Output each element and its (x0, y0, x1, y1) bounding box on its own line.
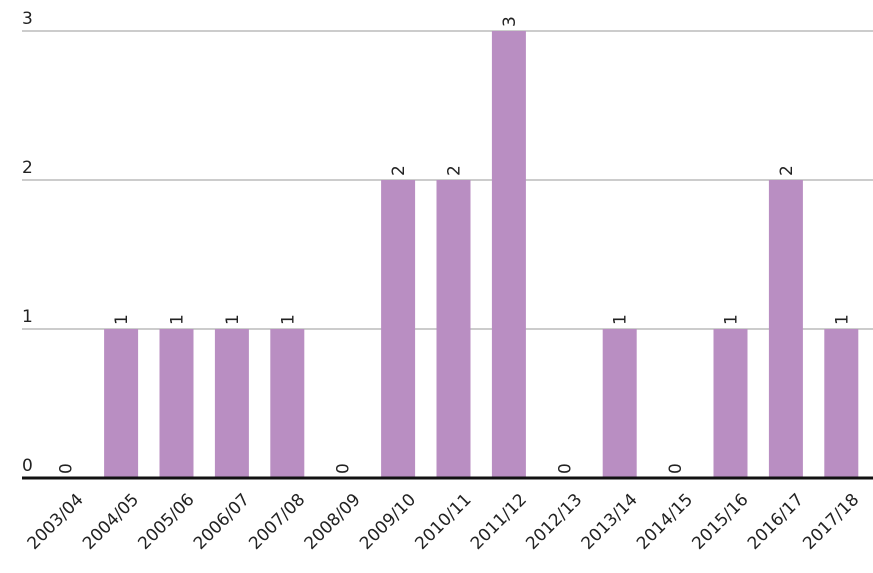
x-tick-label: 2013/14 (578, 490, 642, 554)
bar (768, 180, 803, 478)
x-tick-label: 2009/10 (356, 490, 420, 554)
x-tick-label: 2010/11 (411, 490, 475, 554)
bar (270, 329, 305, 478)
y-tick-label: 2 (22, 158, 33, 178)
x-tick-label: 2017/18 (799, 490, 863, 554)
data-label: 2 (777, 165, 797, 176)
data-label: 0 (57, 463, 77, 474)
x-tick-label: 2014/15 (633, 490, 697, 554)
x-tick-label: 2006/07 (190, 490, 254, 554)
x-tick-label: 2015/16 (688, 490, 752, 554)
data-label: 0 (555, 463, 575, 474)
data-label: 1 (611, 314, 631, 325)
bar (491, 31, 526, 478)
data-label: 1 (112, 314, 132, 325)
x-tick-label: 2008/09 (301, 490, 365, 554)
bar (159, 329, 194, 478)
bar (214, 329, 249, 478)
bar (602, 329, 637, 478)
x-tick-label: 2007/08 (245, 490, 309, 554)
data-label: 1 (278, 314, 298, 325)
x-tick-label: 2004/05 (79, 490, 143, 554)
y-tick-label: 1 (22, 307, 33, 327)
bar (104, 329, 139, 478)
x-tick-label: 2011/12 (467, 490, 531, 554)
y-tick-label: 3 (22, 9, 33, 29)
x-tick-label: 2016/17 (744, 490, 808, 554)
data-label: 0 (666, 463, 686, 474)
data-label: 3 (500, 16, 520, 27)
y-tick-label: 0 (22, 456, 33, 476)
x-tick-label: 2003/04 (24, 490, 88, 554)
data-label: 1 (168, 314, 188, 325)
bar (381, 180, 416, 478)
data-label: 2 (389, 165, 409, 176)
data-label: 2 (445, 165, 465, 176)
x-tick-label: 2012/13 (522, 490, 586, 554)
bar (713, 329, 748, 478)
bar (824, 329, 859, 478)
x-tick-label: 2005/06 (134, 490, 198, 554)
bar (436, 180, 471, 478)
data-label: 1 (722, 314, 742, 325)
data-label: 0 (334, 463, 354, 474)
data-label: 1 (832, 314, 852, 325)
data-label: 1 (223, 314, 243, 325)
